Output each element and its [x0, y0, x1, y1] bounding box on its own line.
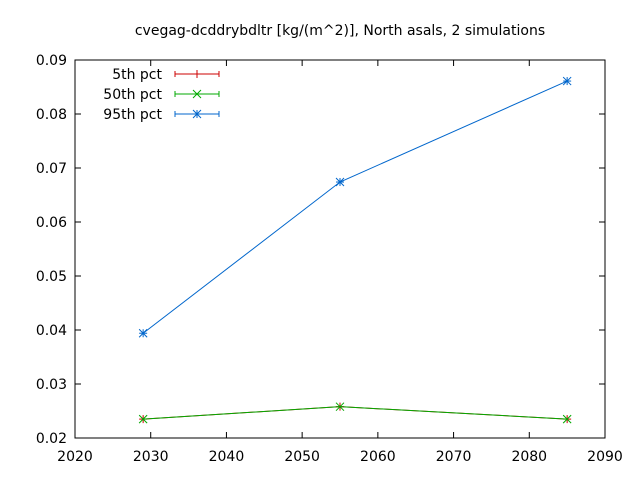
data-point-95th-pct: [138, 328, 148, 338]
legend-marker-50th-pct: [192, 89, 202, 99]
y-tick-label: 0.02: [36, 431, 67, 447]
legend-marker-5th-pct: [193, 70, 201, 78]
x-tick-label: 2030: [133, 449, 169, 465]
data-point-95th-pct: [562, 76, 572, 86]
data-point-95th-pct: [335, 177, 345, 187]
plot-frame: [74, 59, 606, 439]
x-tick-label: 2040: [209, 449, 245, 465]
y-axis: 0.02 0.03 0.04 0.05 0.06 0.07 0.08 0.09: [36, 53, 605, 447]
y-tick-label: 0.09: [36, 53, 67, 69]
y-tick-label: 0.07: [36, 161, 67, 177]
legend-label-5th-pct: 5th pct: [112, 67, 162, 83]
x-tick-label: 2050: [284, 449, 320, 465]
series-line-95th-pct: [142, 80, 568, 334]
y-tick-label: 0.04: [36, 323, 67, 339]
x-tick-label: 2070: [436, 449, 472, 465]
legend-label-50th-pct: 50th pct: [103, 87, 162, 103]
y-tick-label: 0.03: [36, 377, 67, 393]
series-line-5th-pct: [143, 406, 568, 420]
x-tick-label: 2080: [511, 449, 547, 465]
y-tick-label: 0.05: [36, 269, 67, 285]
x-tick-label: 2060: [360, 449, 396, 465]
data-point-50th-pct: [335, 402, 345, 412]
x-axis: 2020 2030 2040 2050 2060 2070 2080 2090: [57, 60, 623, 465]
x-tick-label: 2090: [587, 449, 623, 465]
y-tick-label: 0.06: [36, 215, 67, 231]
chart-title: cvegag-dcddrybdltr [kg/(m^2)], North asa…: [135, 23, 545, 39]
data-point-50th-pct: [138, 414, 148, 424]
legend-marker-95th-pct: [192, 109, 202, 119]
series-line-50th-pct: [143, 406, 568, 420]
legend-label-95th-pct: 95th pct: [103, 107, 162, 123]
y-tick-label: 0.08: [36, 107, 67, 123]
series-layer: [138, 76, 572, 424]
x-tick-label: 2020: [57, 449, 93, 465]
legend: 5th pct 50th pct 95th pct: [103, 67, 220, 123]
data-point-50th-pct: [562, 414, 572, 424]
